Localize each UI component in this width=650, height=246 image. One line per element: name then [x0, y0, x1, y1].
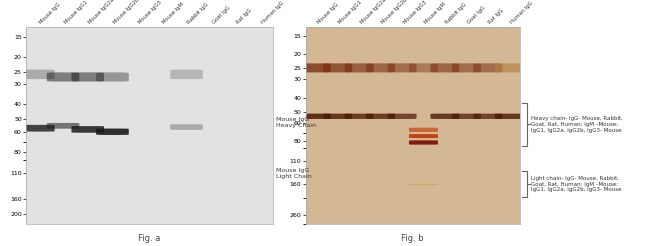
- Text: Human IgG: Human IgG: [261, 0, 285, 25]
- Text: Mouse IgG
Light Chain: Mouse IgG Light Chain: [276, 169, 312, 179]
- FancyBboxPatch shape: [495, 63, 524, 72]
- FancyBboxPatch shape: [409, 128, 438, 132]
- FancyBboxPatch shape: [72, 72, 104, 81]
- FancyBboxPatch shape: [452, 63, 481, 72]
- Text: Goat IgG: Goat IgG: [467, 5, 486, 25]
- Text: Mouse IgG2a: Mouse IgG2a: [359, 0, 387, 25]
- FancyBboxPatch shape: [387, 114, 417, 119]
- Text: Mouse IgG
Heavy Chain: Mouse IgG Heavy Chain: [276, 117, 317, 128]
- FancyBboxPatch shape: [344, 114, 374, 119]
- Text: Mouse IgG: Mouse IgG: [38, 2, 61, 25]
- FancyBboxPatch shape: [302, 63, 331, 72]
- Text: Mouse IgG3: Mouse IgG3: [402, 0, 427, 25]
- Text: Light chain- IgG- Mouse, Rabbit,
Goat, Rat, Human; IgM –Mouse;
IgG1, IgG2a, IgG2: Light chain- IgG- Mouse, Rabbit, Goat, R…: [531, 176, 621, 192]
- FancyBboxPatch shape: [302, 114, 331, 119]
- FancyBboxPatch shape: [473, 63, 502, 72]
- FancyBboxPatch shape: [96, 129, 129, 135]
- FancyBboxPatch shape: [72, 126, 104, 133]
- FancyBboxPatch shape: [366, 114, 395, 119]
- FancyBboxPatch shape: [387, 63, 417, 72]
- Text: Rat IgG: Rat IgG: [236, 8, 254, 25]
- Text: Mouse IgG2b: Mouse IgG2b: [381, 0, 408, 25]
- Text: Mouse IgG: Mouse IgG: [317, 2, 339, 25]
- Text: Mouse IgG1: Mouse IgG1: [63, 0, 88, 25]
- Text: Heavy chain- IgG- Mouse, Rabbit,
Goat, Rat, Human; IgM –Mouse;
IgG1, IgG2a, IgG2: Heavy chain- IgG- Mouse, Rabbit, Goat, R…: [531, 116, 623, 133]
- FancyBboxPatch shape: [22, 70, 55, 79]
- Text: Fig. b: Fig. b: [402, 234, 424, 243]
- Text: Rabbit IgG: Rabbit IgG: [445, 2, 468, 25]
- Text: Mouse IgM: Mouse IgM: [424, 2, 447, 25]
- Text: Human IgG: Human IgG: [510, 0, 534, 25]
- FancyBboxPatch shape: [366, 63, 395, 72]
- FancyBboxPatch shape: [47, 72, 79, 81]
- Text: Mouse IgG2b: Mouse IgG2b: [112, 0, 140, 25]
- Text: Rat IgG: Rat IgG: [488, 8, 505, 25]
- FancyBboxPatch shape: [323, 63, 352, 72]
- Text: Mouse IgG3: Mouse IgG3: [137, 0, 162, 25]
- FancyBboxPatch shape: [409, 140, 438, 145]
- FancyBboxPatch shape: [409, 63, 438, 72]
- FancyBboxPatch shape: [430, 114, 460, 119]
- FancyBboxPatch shape: [409, 134, 438, 138]
- Text: Mouse IgG1: Mouse IgG1: [338, 0, 363, 25]
- FancyBboxPatch shape: [473, 114, 502, 119]
- Text: Fig. a: Fig. a: [138, 234, 161, 243]
- FancyBboxPatch shape: [344, 63, 374, 72]
- FancyBboxPatch shape: [170, 124, 203, 130]
- Text: Mouse IgG2a: Mouse IgG2a: [88, 0, 116, 25]
- FancyBboxPatch shape: [495, 114, 524, 119]
- FancyBboxPatch shape: [323, 114, 352, 119]
- Text: Mouse IgM: Mouse IgM: [162, 2, 185, 25]
- Text: Rabbit IgG: Rabbit IgG: [187, 2, 209, 25]
- Text: Goat IgG: Goat IgG: [211, 5, 231, 25]
- FancyBboxPatch shape: [430, 63, 460, 72]
- FancyBboxPatch shape: [170, 70, 203, 79]
- FancyBboxPatch shape: [47, 123, 79, 129]
- FancyBboxPatch shape: [96, 72, 129, 81]
- FancyBboxPatch shape: [409, 184, 438, 185]
- FancyBboxPatch shape: [22, 125, 55, 132]
- FancyBboxPatch shape: [452, 114, 481, 119]
